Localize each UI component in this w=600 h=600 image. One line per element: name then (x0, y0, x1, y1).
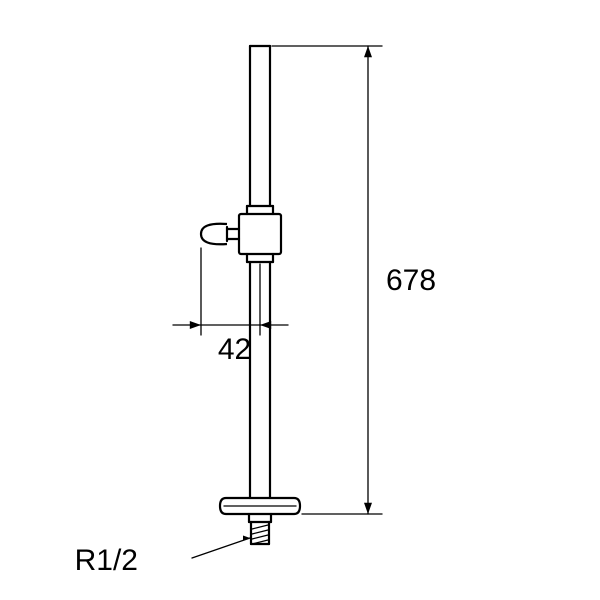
technical-drawing: 42 678 R1/2 (0, 0, 600, 600)
dimension-678: 678 (386, 264, 436, 297)
dimension-42: 42 (218, 333, 251, 366)
valve-assembly (201, 46, 300, 544)
thread-spec: R1/2 (75, 544, 138, 577)
